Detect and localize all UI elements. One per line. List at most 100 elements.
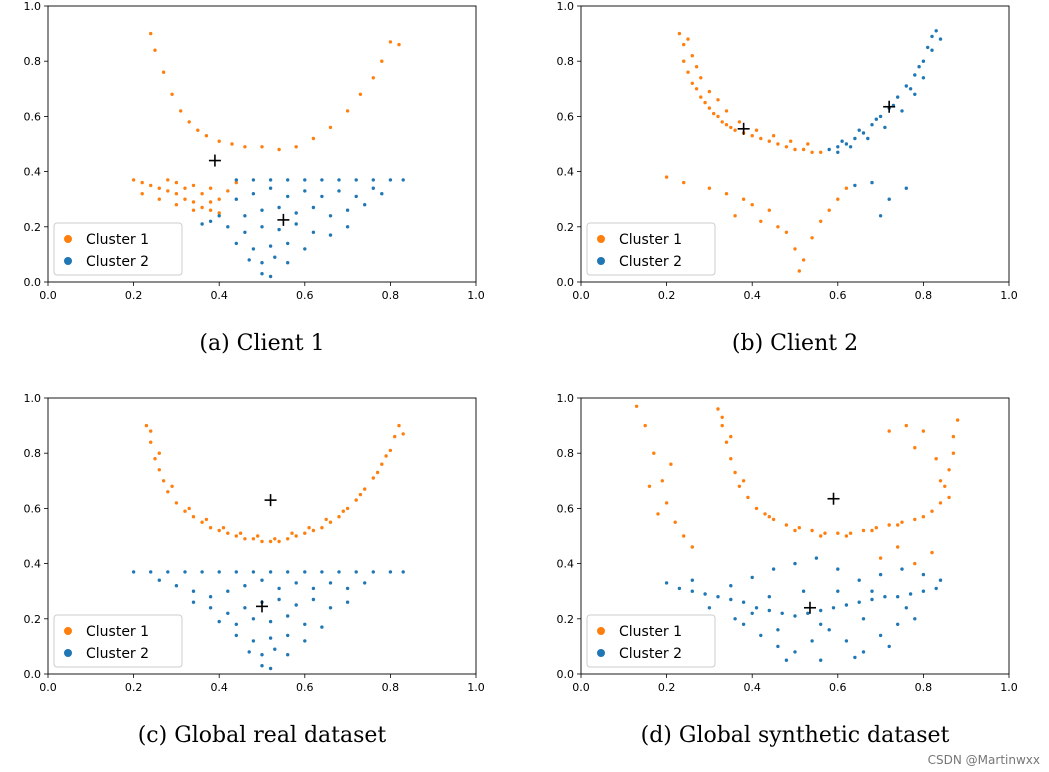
legend-marker bbox=[64, 235, 72, 243]
cluster-1-point bbox=[183, 197, 187, 201]
cluster-1-point bbox=[217, 528, 221, 533]
cluster-1-point bbox=[737, 484, 742, 488]
cluster-1-point bbox=[174, 203, 179, 207]
cluster-1-point bbox=[277, 147, 281, 152]
cluster-1-point bbox=[694, 87, 699, 91]
legend-marker bbox=[64, 257, 72, 265]
cluster-1-point bbox=[144, 423, 149, 428]
cluster-1-point bbox=[324, 517, 328, 522]
cluster-1-point bbox=[900, 520, 904, 524]
cluster-1-point bbox=[810, 236, 814, 240]
cluster-1-point bbox=[652, 451, 656, 455]
cluster-2-point bbox=[226, 589, 230, 593]
cluster-1-point bbox=[191, 200, 196, 204]
cluster-1-point bbox=[358, 492, 363, 497]
cluster-2-point bbox=[690, 589, 694, 593]
cluster-2-point bbox=[345, 586, 350, 591]
y-tick-label: 0.2 bbox=[24, 221, 42, 234]
cluster-2-point bbox=[243, 230, 247, 234]
cluster-1-point bbox=[784, 523, 789, 527]
cluster-1-point bbox=[754, 506, 759, 511]
cluster-2-point bbox=[234, 197, 238, 201]
y-tick-label: 0.2 bbox=[24, 613, 42, 626]
cluster-2-point bbox=[896, 95, 900, 99]
cluster-2-point bbox=[251, 617, 256, 621]
cluster-1-point bbox=[371, 76, 375, 80]
cluster-1-point bbox=[677, 31, 682, 36]
cluster-2-point bbox=[354, 570, 358, 574]
cluster-1-point bbox=[951, 451, 956, 455]
cluster-1-point bbox=[328, 520, 333, 524]
cluster-2-point bbox=[896, 595, 900, 599]
cluster-1-point bbox=[268, 539, 273, 544]
cluster-1-point bbox=[161, 479, 166, 483]
cluster-2-point bbox=[913, 92, 917, 97]
cluster-2-point bbox=[750, 611, 754, 615]
y-tick-label: 0.0 bbox=[557, 668, 575, 681]
cluster-1-point bbox=[380, 59, 384, 63]
cluster-1-point bbox=[341, 509, 345, 513]
cluster-1-point bbox=[191, 183, 196, 188]
cluster-2-point bbox=[776, 644, 780, 649]
cluster-1-point bbox=[703, 100, 707, 105]
cluster-1-point bbox=[801, 147, 806, 152]
legend-marker bbox=[597, 257, 605, 265]
cluster-2-point bbox=[776, 628, 780, 632]
cluster-1-point bbox=[930, 509, 934, 513]
cluster-2-point bbox=[268, 570, 273, 574]
cluster-2-point bbox=[870, 180, 874, 185]
cluster-2-point bbox=[908, 87, 913, 91]
cluster-1-point bbox=[354, 498, 358, 502]
axes-frame bbox=[47, 397, 477, 675]
cluster-2-point bbox=[887, 644, 891, 649]
subplot-2: 0.0 0.2 0.4 0.6 0.8 1.0 0.0 0.2 0.4 0.6 0.8 1.0 Clus… bbox=[557, 0, 1018, 356]
y-tick-label: 1.0 bbox=[24, 392, 42, 405]
cluster-2-point bbox=[234, 622, 238, 626]
cluster-2-point bbox=[277, 205, 281, 210]
cluster-2-point bbox=[183, 570, 187, 574]
cluster-1-point bbox=[797, 269, 801, 273]
cluster-2-point bbox=[273, 647, 277, 651]
cluster-2-point bbox=[286, 241, 290, 246]
cluster-1-point bbox=[938, 501, 943, 505]
cluster-1-point bbox=[810, 150, 814, 154]
x-tick-label: 0.0 bbox=[39, 681, 57, 694]
cluster-2-point bbox=[311, 586, 316, 591]
subplot-3: 0.0 0.2 0.4 0.6 0.8 1.0 0.0 0.2 0.4 0.6 0.8 1.0 Clus… bbox=[24, 392, 485, 748]
legend-label: Cluster 1 bbox=[619, 624, 682, 640]
legend-box bbox=[586, 222, 716, 276]
cluster-2-point bbox=[328, 214, 333, 218]
cluster-1-point bbox=[712, 111, 716, 116]
legend-box bbox=[53, 614, 183, 668]
cluster-2-point bbox=[337, 570, 341, 574]
cluster-1-point bbox=[951, 434, 956, 439]
cluster-1-point bbox=[328, 125, 333, 130]
legend-marker bbox=[64, 627, 72, 635]
cluster-1-point bbox=[767, 208, 771, 212]
cluster-2-point bbox=[878, 114, 883, 119]
cluster-2-point bbox=[217, 214, 221, 218]
cluster-1-point bbox=[320, 526, 324, 530]
x-tick-label: 0.4 bbox=[743, 681, 761, 694]
cluster-1-point bbox=[200, 192, 204, 196]
cluster-2-point bbox=[149, 570, 153, 574]
cluster-1-point bbox=[238, 531, 243, 535]
cluster-2-point bbox=[908, 592, 913, 596]
cluster-2-point bbox=[741, 622, 746, 626]
cluster-2-point bbox=[268, 619, 273, 624]
cluster-1-point bbox=[784, 145, 789, 149]
cluster-2-point bbox=[286, 194, 290, 199]
cluster-1-point bbox=[277, 539, 281, 544]
cluster-2-point bbox=[819, 622, 823, 626]
x-tick-label: 0.6 bbox=[829, 681, 847, 694]
cluster-1-point bbox=[759, 219, 763, 223]
cluster-2-point bbox=[938, 37, 943, 41]
cluster-1-point bbox=[823, 531, 827, 535]
cluster-2-point bbox=[268, 186, 273, 190]
cluster-2-point bbox=[337, 178, 341, 182]
cluster-2-point bbox=[917, 65, 921, 69]
cluster-1-point bbox=[682, 42, 686, 47]
cluster-2-point bbox=[664, 581, 669, 585]
cluster-1-point bbox=[208, 526, 213, 530]
cluster-2-point bbox=[767, 608, 771, 613]
